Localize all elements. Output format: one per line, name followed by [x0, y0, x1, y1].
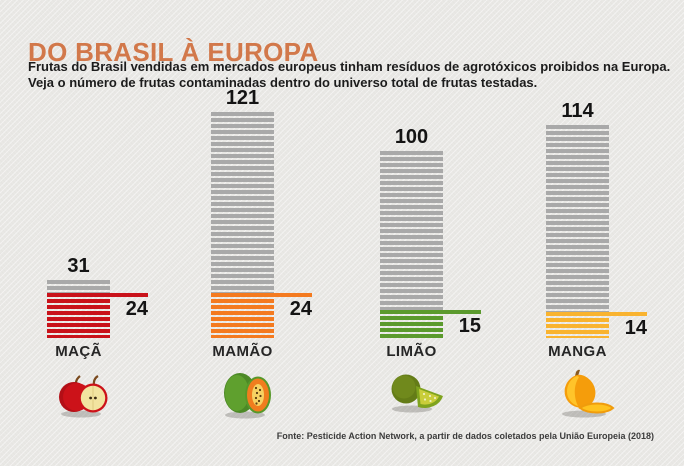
- source-note: Fonte: Pesticide Action Network, a parti…: [276, 431, 654, 441]
- fruit-name-label: MANGA: [548, 343, 607, 360]
- contaminated-indicator-line: [211, 293, 312, 298]
- total-value-label: 114: [561, 100, 594, 123]
- fruit-column-maca: 31 24 MAÇÃ: [47, 255, 148, 418]
- bar-contaminated-segment: [211, 293, 274, 338]
- apple-icon: [51, 364, 121, 420]
- bar-total-segment: [546, 125, 609, 312]
- page-title: DO BRASIL À EUROPA: [28, 37, 319, 68]
- fruit-name-label: MAMÃO: [212, 343, 273, 360]
- lime-icon: [384, 364, 454, 420]
- fruit-column-manga: 114 14 MANGA: [546, 100, 647, 418]
- total-value-label: 31: [67, 255, 90, 278]
- subtitle-line-1: Frutas do Brasil vendidas em mercados eu…: [28, 59, 671, 74]
- bar-contaminated-segment: [546, 311, 609, 338]
- fruit-name-label: MAÇÃ: [55, 343, 102, 360]
- contaminated-value-label: 24: [289, 298, 312, 321]
- bar-manga: 114 14: [546, 100, 647, 339]
- contaminated-value-label: 15: [458, 314, 481, 337]
- fruit-column-limao: 100 15 LIMÃO: [380, 126, 481, 413]
- bar-maca: 31 24: [47, 255, 148, 338]
- bar-contaminated-segment: [380, 309, 443, 338]
- bar-total-segment: [211, 111, 274, 294]
- subtitle: Frutas do Brasil vendidas em mercados eu…: [28, 59, 670, 91]
- bar-mamao: 121 24: [211, 87, 312, 338]
- bar-total-segment: [47, 280, 110, 294]
- contaminated-indicator-line: [47, 293, 148, 298]
- papaya-icon: [215, 364, 285, 420]
- mango-icon: [550, 364, 620, 420]
- subtitle-line-2: Veja o número de frutas contaminadas den…: [28, 75, 538, 90]
- contaminated-value-label: 14: [624, 316, 647, 339]
- total-value-label: 100: [394, 126, 429, 149]
- bar-limao: 100 15: [380, 126, 481, 338]
- contaminated-indicator-line: [546, 311, 647, 316]
- contaminated-value-label: 24: [125, 298, 148, 321]
- fruit-name-label: LIMÃO: [386, 343, 437, 360]
- fruit-column-mamao: 121 24 MAMÃO: [211, 87, 312, 419]
- bar-total-segment: [380, 151, 443, 310]
- contaminated-indicator-line: [380, 309, 481, 314]
- total-value-label: 121: [225, 86, 260, 109]
- bar-contaminated-segment: [47, 293, 110, 338]
